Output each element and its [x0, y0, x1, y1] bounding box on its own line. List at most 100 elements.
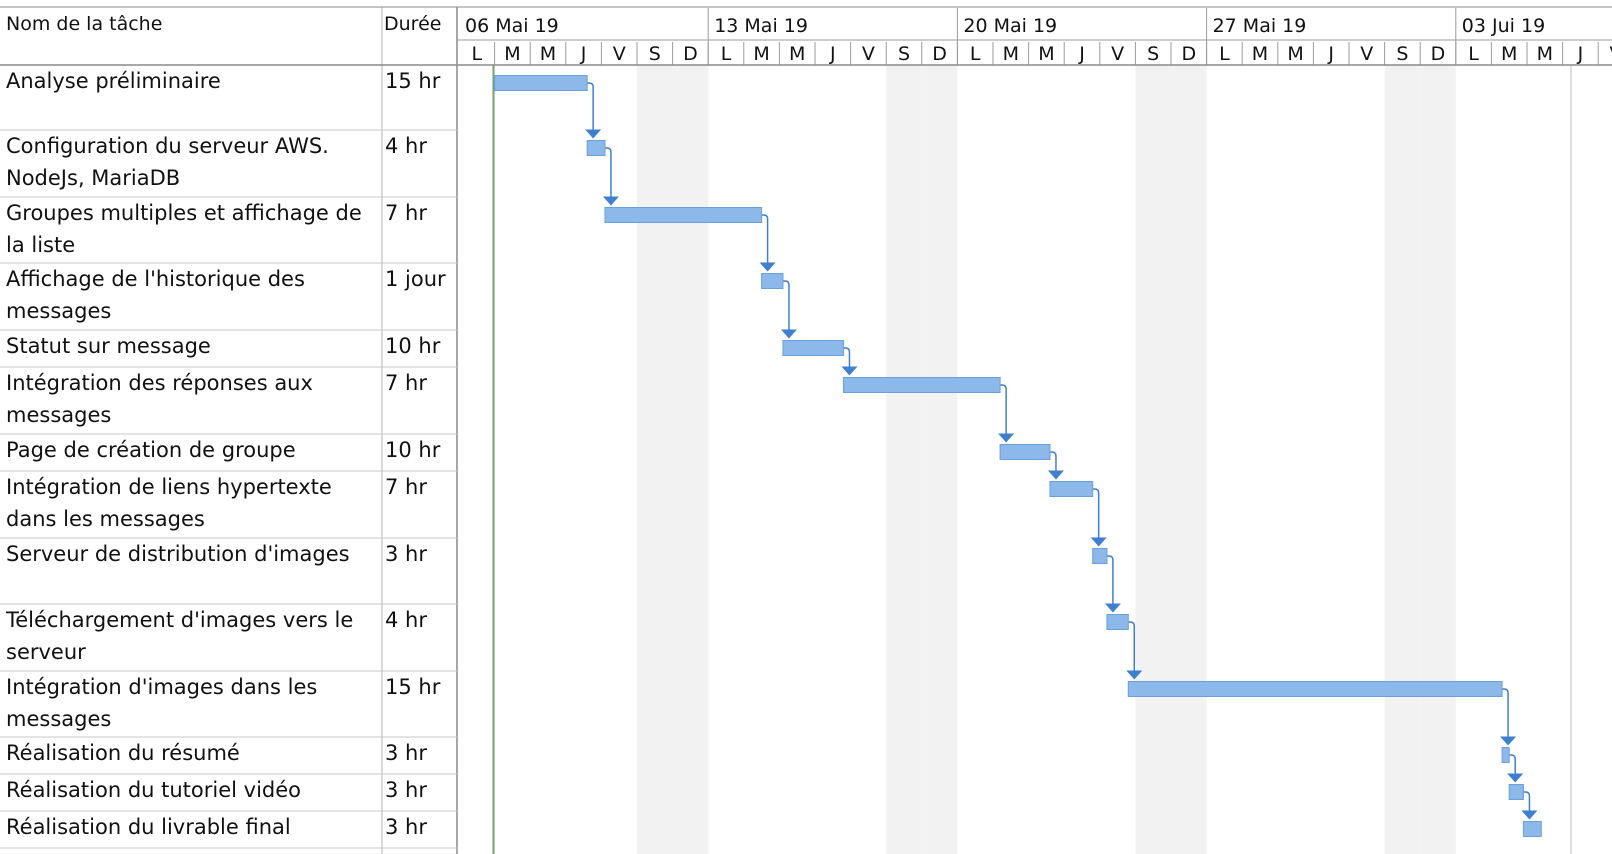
task-row[interactable]: Réalisation du tutoriel vidéo 3 hr — [6, 778, 427, 802]
task-name: messages — [6, 707, 111, 731]
task-bar[interactable] — [761, 273, 784, 289]
timescale-header: Nom de la tâche Durée 06 Mai 19 13 Mai 19… — [0, 6, 1612, 66]
dependency-arrow-head — [780, 329, 797, 339]
dependency-arrow-head — [1126, 670, 1143, 680]
task-name: Réalisation du tutoriel vidéo — [6, 778, 301, 802]
task-column-header[interactable]: Nom de la tâche — [6, 13, 162, 35]
day-letter: D — [932, 43, 947, 65]
task-duration: 4 hr — [385, 608, 427, 632]
task-row[interactable]: Intégration des réponses aux messages 7 hr — [6, 371, 427, 427]
dependency-link — [1106, 555, 1114, 605]
dependency-arrow-head — [1090, 537, 1107, 547]
task-bar[interactable] — [1522, 821, 1542, 837]
day-letter: S — [1396, 43, 1408, 65]
task-row[interactable]: Analyse préliminaire 15 hr — [6, 69, 441, 93]
dependency-link — [1092, 488, 1100, 539]
task-row[interactable]: Page de création de groupe 10 hr — [6, 438, 441, 462]
task-bar[interactable] — [1106, 614, 1129, 630]
task-name: dans les messages — [6, 507, 205, 531]
weekend-shade — [921, 65, 958, 854]
dependency-arrow-head — [841, 366, 858, 376]
weekend-shade — [1420, 65, 1456, 854]
task-duration: 10 hr — [385, 334, 441, 358]
day-letter: V — [1111, 43, 1124, 65]
task-duration: 15 hr — [385, 69, 441, 93]
dependency-arrow-head — [998, 433, 1015, 443]
task-name: Groupes multiples et affichage de — [6, 201, 362, 225]
day-letter: L — [970, 43, 981, 65]
grid-lines — [0, 7, 1572, 854]
dependency-link — [1000, 384, 1007, 435]
day-letter: L — [1468, 43, 1479, 65]
dependency-arrow-head — [759, 262, 776, 272]
task-bar[interactable] — [1049, 481, 1094, 497]
task-row[interactable]: Intégration d'images dans les messages 15 … — [6, 675, 441, 731]
week-label: 03 Jui 19 — [1462, 15, 1545, 37]
task-row[interactable]: Statut sur message 10 hr — [6, 334, 441, 358]
day-letter: V — [862, 43, 875, 65]
day-letter: J — [1078, 43, 1085, 65]
task-bar[interactable] — [586, 140, 606, 156]
task-bar[interactable] — [999, 444, 1051, 460]
dependency-link — [1502, 688, 1509, 738]
dependency-link — [782, 280, 790, 331]
task-bar[interactable] — [1127, 681, 1503, 697]
task-bar[interactable] — [842, 377, 1001, 393]
day-letter: S — [649, 43, 661, 65]
task-name: Réalisation du résumé — [6, 741, 240, 765]
task-bar[interactable] — [604, 207, 763, 223]
task-duration: 3 hr — [385, 542, 427, 566]
task-bar[interactable] — [1508, 784, 1524, 800]
task-duration: 1 jour — [385, 267, 446, 291]
task-row[interactable]: Serveur de distribution d'images 3 hr — [6, 542, 427, 566]
task-row[interactable]: Groupes multiples et affichage de la list… — [6, 201, 427, 257]
day-letter: M — [1003, 43, 1019, 65]
day-letter: L — [472, 43, 483, 65]
day-letter: D — [1181, 43, 1196, 65]
timeline-background — [637, 65, 1456, 854]
task-duration: 7 hr — [385, 475, 427, 499]
week-label: 20 Mai 19 — [963, 15, 1057, 37]
task-name: Affichage de l'historique des — [6, 267, 305, 291]
day-letter: J — [1577, 43, 1584, 65]
task-row[interactable]: Réalisation du livrable final 3 hr — [6, 815, 427, 839]
task-bar[interactable] — [1092, 548, 1108, 564]
weekend-shade — [1171, 65, 1207, 854]
task-bars — [494, 75, 1542, 837]
task-bar[interactable] — [494, 75, 588, 91]
task-name: Serveur de distribution d'images — [6, 542, 350, 566]
week-label: 13 Mai 19 — [714, 15, 808, 37]
task-bar[interactable] — [782, 340, 844, 356]
dependency-link — [1523, 791, 1531, 812]
task-name: serveur — [6, 640, 86, 664]
day-letter: D — [683, 43, 698, 65]
day-letter: V — [1360, 43, 1373, 65]
duration-column-header[interactable]: Durée — [384, 13, 441, 35]
day-letter: M — [789, 43, 805, 65]
day-letter: L — [1219, 43, 1230, 65]
day-letter: M — [1287, 43, 1303, 65]
task-name: Statut sur message — [6, 334, 211, 358]
day-letter: L — [721, 43, 732, 65]
day-letter: V — [1610, 43, 1612, 65]
dependency-link — [587, 82, 594, 131]
weekend-shade — [672, 65, 709, 854]
task-name: Analyse préliminaire — [6, 69, 221, 93]
day-letter: M — [504, 43, 520, 65]
weekend-shade — [886, 65, 922, 854]
task-bar[interactable] — [1501, 747, 1510, 763]
day-letter: M — [540, 43, 556, 65]
task-row[interactable]: Configuration du serveur AWS. NodeJs, Mar… — [6, 134, 427, 190]
weekend-shade — [1135, 65, 1171, 854]
task-row[interactable]: Affichage de l'historique des messages 1 j… — [6, 267, 446, 323]
task-row[interactable]: Téléchargement d'images vers le serveur 4 … — [5, 608, 427, 664]
day-letter: J — [1327, 43, 1334, 65]
weekend-shade — [1384, 65, 1421, 854]
day-letter: S — [898, 43, 910, 65]
day-letter: M — [1537, 43, 1553, 65]
task-name: Intégration de liens hypertexte — [6, 475, 332, 499]
task-row[interactable]: Intégration de liens hypertexte dans les … — [6, 475, 427, 531]
task-row[interactable]: Réalisation du résumé 3 hr — [6, 741, 427, 765]
task-name: messages — [6, 403, 111, 427]
